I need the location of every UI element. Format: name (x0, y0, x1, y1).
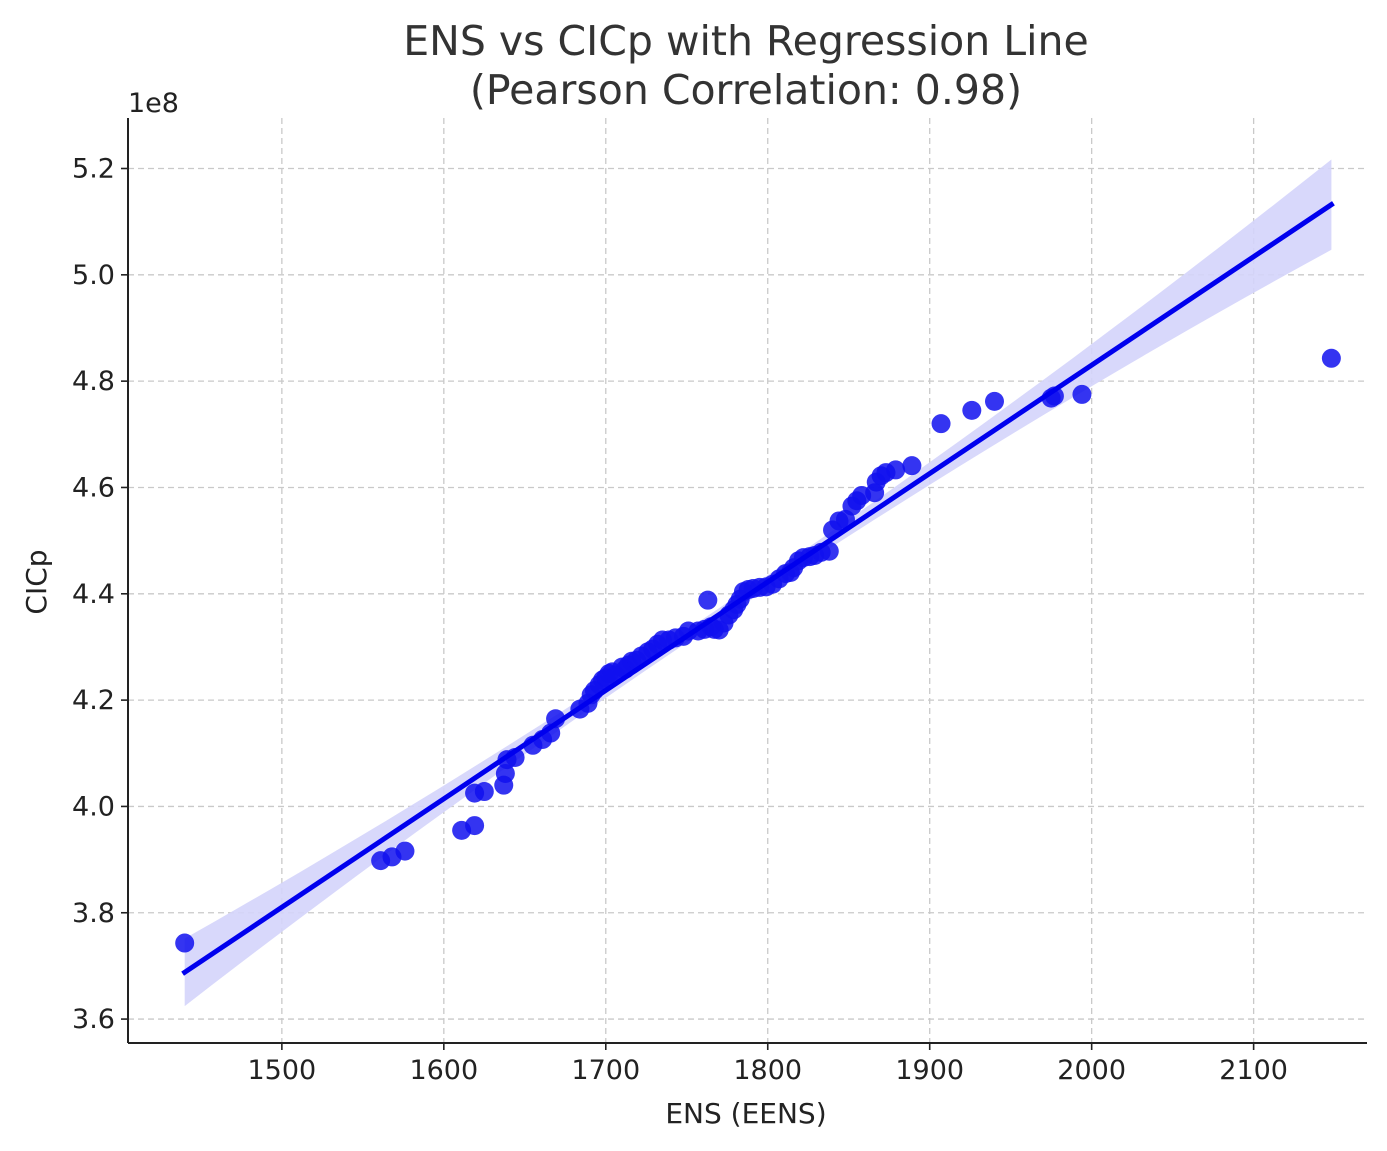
y-tick-label: 4.6 (72, 472, 115, 503)
x-tick-label: 1500 (248, 1055, 317, 1086)
data-point (984, 391, 1004, 411)
data-point (902, 456, 922, 476)
y-axis-offset-label: 1e8 (128, 88, 179, 119)
data-point (395, 841, 415, 861)
axes (127, 118, 1367, 1044)
x-tick-label: 2100 (1219, 1055, 1288, 1086)
data-point (886, 460, 906, 480)
regression-line (181, 201, 1335, 976)
data-point (962, 400, 982, 420)
grid-lines (128, 118, 1367, 1043)
x-tick-label: 1800 (733, 1055, 802, 1086)
data-point (1072, 384, 1092, 404)
y-tick-label: 5.0 (72, 260, 115, 291)
data-point (175, 933, 195, 953)
tick-labels: 1500 1600 1700 1800 1900 2000 2100 3.6 3.8 4.0 4.2… (72, 154, 1288, 1086)
data-point (1321, 348, 1341, 368)
y-axis-label: CICp (20, 549, 53, 614)
data-point (495, 763, 515, 783)
y-tick-label: 5.2 (72, 154, 115, 185)
y-tick-label: 4.2 (72, 685, 115, 716)
data-point (474, 782, 494, 802)
data-point (698, 590, 718, 610)
x-axis-label: ENS (EENS) (665, 1097, 826, 1130)
x-tick-label: 1700 (571, 1055, 640, 1086)
chart-title-line-1: ENS vs CICp with Regression Line (403, 17, 1088, 65)
y-tick-label: 3.6 (72, 1004, 115, 1035)
regression-line-group (181, 201, 1335, 976)
y-tick-label: 4.8 (72, 366, 115, 397)
x-tick-label: 1900 (895, 1055, 964, 1086)
data-point (465, 816, 485, 836)
y-tick-label: 3.8 (72, 898, 115, 929)
chart-title-line-2: (Pearson Correlation: 0.98) (470, 66, 1022, 114)
x-tick-label: 2000 (1057, 1055, 1126, 1086)
y-tick-label: 4.4 (72, 579, 115, 610)
x-tick-label: 1600 (409, 1055, 478, 1086)
y-tick-label: 4.0 (72, 791, 115, 822)
data-point (931, 414, 951, 434)
